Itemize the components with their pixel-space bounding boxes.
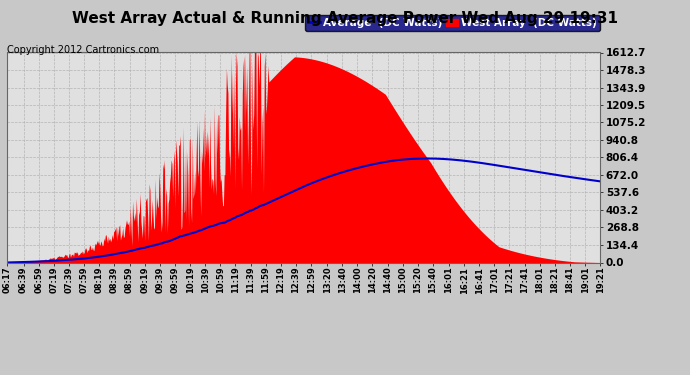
Legend: Average  (DC Watts), West Array  (DC Watts): Average (DC Watts), West Array (DC Watts…	[304, 15, 600, 31]
Text: West Array Actual & Running Average Power Wed Aug 29 19:31: West Array Actual & Running Average Powe…	[72, 11, 618, 26]
Text: Copyright 2012 Cartronics.com: Copyright 2012 Cartronics.com	[7, 45, 159, 55]
